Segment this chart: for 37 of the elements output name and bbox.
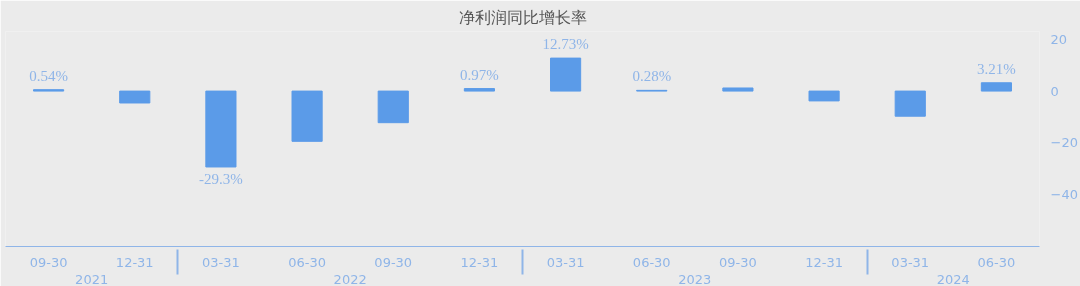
bar [808, 90, 840, 102]
x-tick-label: 09-30 [719, 254, 757, 270]
bar [894, 90, 926, 117]
data-label: 3.21% [977, 60, 1016, 77]
x-tick-label: 12-31 [115, 254, 154, 270]
y-tick-label: −20 [1050, 135, 1078, 151]
y-tick-label: 20 [1050, 31, 1068, 47]
x-tick-label: 03-31 [891, 254, 930, 270]
x-tick-label: 03-31 [546, 254, 585, 270]
data-label: 12.73% [542, 36, 589, 53]
data-label: -29.3% [199, 170, 243, 187]
x-tick-label: 09-30 [374, 254, 413, 270]
bar [291, 90, 323, 142]
x-tick-label: 12-31 [805, 254, 843, 270]
text: 2023 [678, 271, 712, 286]
bar [377, 90, 409, 124]
x-tick-label: 12-31 [460, 254, 499, 270]
x-tick-label: 06-30 [632, 254, 671, 270]
x-tick-label: 06-30 [288, 254, 326, 270]
bar [722, 87, 754, 92]
text: 2021 [75, 271, 109, 286]
text: 2022 [333, 271, 367, 286]
data-label: 0.97% [460, 66, 499, 83]
bar [119, 90, 151, 104]
data-label: 0.54% [29, 67, 68, 84]
x-tick-label: 09-30 [29, 254, 68, 270]
data-label: 0.28% [632, 68, 672, 85]
y-tick-label: 0 [1050, 83, 1059, 99]
chart-title: 净利润同比增长率 [458, 7, 587, 27]
bar [550, 57, 582, 92]
y-tick-label: −40 [1050, 187, 1078, 203]
bar [205, 90, 237, 168]
x-tick-label: 06-30 [977, 254, 1016, 270]
bar [980, 82, 1012, 92]
text: 2024 [936, 271, 970, 286]
x-tick-label: 03-31 [202, 254, 240, 270]
bar [463, 88, 495, 92]
